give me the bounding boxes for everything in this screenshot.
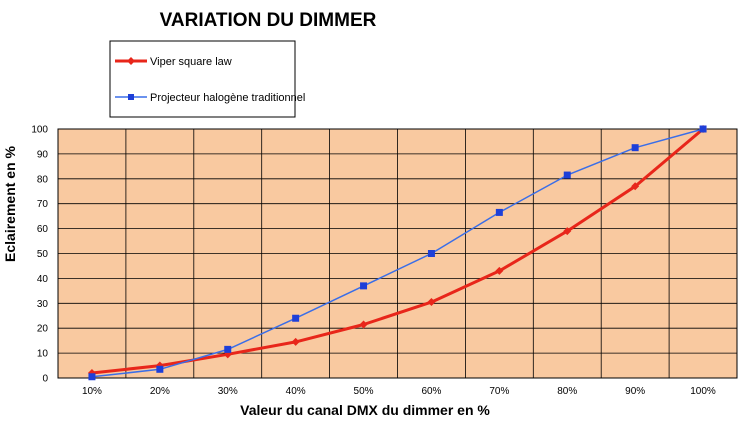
x-tick-label: 10%	[82, 386, 102, 397]
y-tick-label: 80	[37, 174, 49, 185]
legend-label-viper: Viper square law	[150, 56, 232, 68]
x-tick-label: 70%	[489, 386, 509, 397]
data-point-halogene	[88, 373, 96, 381]
y-tick-label: 0	[42, 374, 48, 385]
legend-label-halogene: Projecteur halogène traditionnel	[150, 92, 305, 104]
data-point-viper	[427, 298, 436, 307]
data-point-viper	[631, 182, 640, 191]
data-point-halogene	[224, 345, 232, 353]
x-tick-label: 100%	[690, 386, 716, 397]
y-tick-label: 90	[37, 149, 49, 160]
data-point-halogene	[427, 250, 435, 257]
y-tick-label: 100	[31, 125, 48, 136]
data-point-viper	[563, 227, 572, 236]
data-point-halogene	[563, 171, 571, 179]
x-tick-label: 50%	[354, 386, 374, 397]
data-point-viper	[495, 266, 504, 275]
chart-title: VARIATION DU DIMMER	[160, 10, 377, 31]
y-tick-label: 40	[37, 274, 49, 285]
x-tick-label: 60%	[421, 386, 441, 397]
data-point-halogene	[156, 365, 164, 373]
y-tick-label: 20	[37, 324, 49, 335]
x-tick-label: 20%	[150, 386, 170, 397]
data-point-halogene	[699, 125, 707, 133]
data-point-viper	[291, 337, 300, 346]
legend: Viper square law Projecteur halogène tra…	[109, 40, 305, 118]
tick-labels: 0 10 20 30 40 50 60 70 80 90 100 10% 20% 30% 40% 50% 60%…	[31, 125, 716, 398]
y-tick-label: 60	[37, 224, 49, 235]
legend-marker-halogene	[128, 94, 134, 100]
series-layer	[87, 125, 708, 381]
y-tick-label: 50	[37, 249, 49, 260]
y-tick-label: 10	[37, 349, 49, 360]
x-tick-label: 40%	[286, 386, 306, 397]
x-tick-label: 30%	[218, 386, 238, 397]
data-point-halogene	[495, 208, 503, 216]
grid	[57, 128, 738, 379]
y-axis-label: Eclairement en %	[2, 145, 18, 261]
y-tick-label: 70	[37, 199, 49, 210]
data-point-viper	[359, 320, 368, 329]
data-point-halogene	[631, 144, 639, 152]
data-point-halogene	[360, 282, 368, 290]
x-axis-label: Valeur du canal DMX du dimmer en %	[240, 402, 490, 418]
x-tick-label: 80%	[557, 386, 577, 397]
legend-marker-viper	[127, 57, 135, 65]
y-tick-label: 30	[37, 299, 49, 310]
x-tick-label: 90%	[625, 386, 645, 397]
legend-box	[109, 40, 296, 118]
series-line-halogene	[91, 128, 704, 378]
data-point-halogene	[292, 314, 300, 322]
